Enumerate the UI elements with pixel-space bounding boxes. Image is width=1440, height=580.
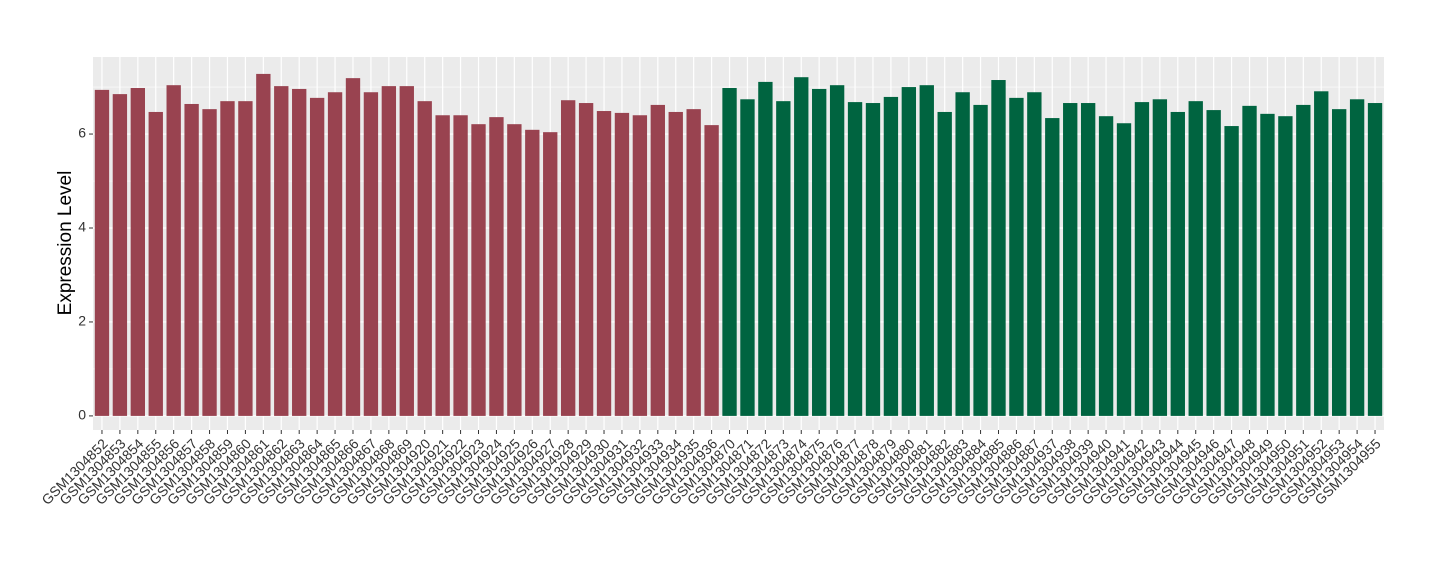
bar: [489, 117, 504, 416]
bar: [94, 89, 110, 416]
bar: [1314, 91, 1329, 416]
bar: [1332, 109, 1347, 416]
y-tick-label: 4: [78, 219, 86, 235]
bar: [417, 101, 432, 416]
bar: [812, 88, 827, 416]
bar: [1027, 92, 1042, 416]
bar: [1009, 97, 1024, 416]
y-tick-label: 0: [78, 407, 86, 423]
bar: [453, 115, 468, 416]
bar: [650, 104, 665, 416]
bar: [919, 85, 934, 416]
bar: [1170, 111, 1185, 416]
bar: [560, 100, 576, 416]
bar: [309, 97, 325, 416]
bar: [632, 115, 648, 416]
bar: [865, 103, 881, 416]
bar: [614, 112, 630, 416]
y-axis-label: Expression Level: [55, 171, 76, 316]
bar: [166, 85, 181, 416]
bar: [722, 88, 737, 416]
bar: [345, 78, 361, 416]
bar: [758, 81, 773, 416]
y-tick-label: 6: [78, 125, 86, 141]
bar: [220, 101, 235, 416]
bar: [543, 132, 558, 416]
bar: [238, 101, 253, 416]
bar: [776, 101, 791, 416]
bar: [274, 86, 289, 416]
bar: [148, 111, 163, 416]
bar: [1045, 118, 1060, 416]
bar: [525, 129, 540, 416]
bar: [1367, 103, 1383, 416]
bar: [1296, 104, 1311, 416]
bar: [471, 124, 486, 416]
bar: [1349, 99, 1365, 416]
bar: [112, 94, 128, 416]
bar: [1278, 116, 1293, 416]
bar: [794, 77, 809, 416]
bar: [991, 80, 1006, 416]
bar: [704, 125, 719, 416]
bar: [292, 88, 307, 416]
bar: [363, 92, 379, 416]
bar: [435, 115, 450, 416]
bar: [1260, 113, 1275, 416]
bar: [1206, 110, 1221, 416]
bar: [1116, 123, 1132, 416]
bar: [130, 88, 145, 416]
bar: [1098, 116, 1114, 416]
bar: [955, 92, 970, 416]
bar: [740, 99, 755, 416]
bar: [847, 102, 863, 416]
bar: [202, 109, 217, 416]
bar: [399, 86, 414, 416]
bar: [829, 85, 845, 416]
panel: [93, 57, 1384, 430]
bar: [1134, 102, 1150, 416]
bar: [578, 103, 594, 416]
bar: [1224, 126, 1239, 416]
bar: [507, 124, 522, 416]
bar: [901, 87, 917, 416]
bar: [937, 111, 952, 416]
bar: [1242, 105, 1257, 416]
bar: [1188, 101, 1203, 416]
bar: [184, 103, 199, 416]
y-tick-label: 2: [78, 313, 86, 329]
bar: [973, 104, 988, 416]
bar: [1063, 103, 1078, 416]
bar: [1152, 99, 1168, 416]
bar: [668, 111, 683, 416]
bar: [381, 86, 397, 416]
bar: [883, 96, 899, 416]
bar: [256, 73, 271, 416]
bar: [1080, 103, 1096, 416]
bar: [686, 109, 701, 416]
bar: [596, 111, 612, 416]
bar: [327, 92, 343, 416]
